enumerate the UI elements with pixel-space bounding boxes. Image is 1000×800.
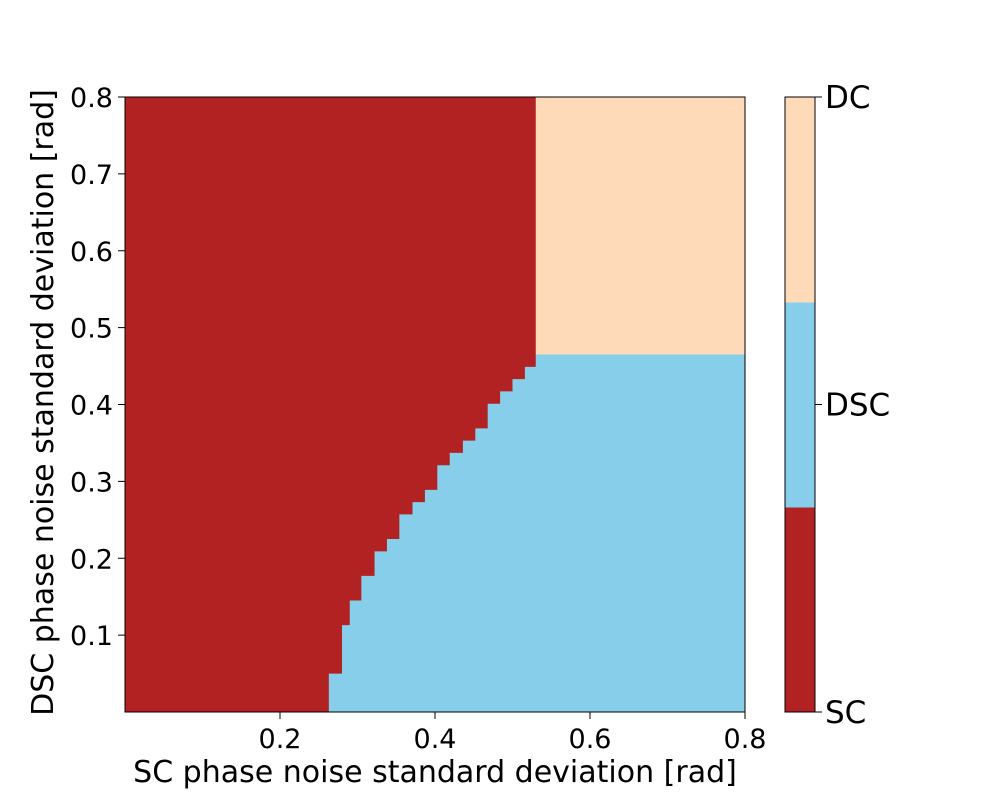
x-axis-label: SC phase noise standard deviation [rad] bbox=[133, 755, 737, 790]
region-dc bbox=[535, 97, 745, 356]
region-dsc bbox=[328, 354, 745, 712]
plot-regions bbox=[125, 97, 745, 712]
colorbar-segment-dsc bbox=[785, 302, 815, 508]
y-tick-label: 0.7 bbox=[70, 160, 113, 191]
colorbar: DC DSC SC bbox=[784, 80, 890, 731]
y-tick-label: 0.8 bbox=[70, 83, 113, 114]
colorbar-segment-sc bbox=[785, 507, 815, 713]
colorbar-label: DSC bbox=[825, 388, 890, 424]
y-tick-label: 0.2 bbox=[70, 544, 113, 575]
x-tick-label: 0.8 bbox=[724, 724, 767, 755]
colorbar-label: SC bbox=[825, 695, 866, 731]
colorbar-label: DC bbox=[825, 80, 871, 116]
y-tick-label: 0.1 bbox=[70, 621, 113, 652]
y-tick-label: 0.4 bbox=[70, 391, 113, 422]
x-tick-label: 0.6 bbox=[569, 724, 612, 755]
y-axis-label: DSC phase noise standard deviation [rad] bbox=[26, 89, 61, 716]
x-tick-label: 0.4 bbox=[414, 724, 457, 755]
x-axis-ticks: 0.2 0.4 0.6 0.8 bbox=[259, 712, 767, 755]
y-axis-ticks: 0.1 0.2 0.3 0.4 0.5 0.6 0.7 0.8 bbox=[70, 83, 125, 652]
y-tick-label: 0.6 bbox=[70, 237, 113, 268]
y-tick-label: 0.5 bbox=[70, 314, 113, 345]
y-tick-label: 0.3 bbox=[70, 467, 113, 498]
x-tick-label: 0.2 bbox=[259, 724, 302, 755]
colorbar-segment-dc bbox=[785, 97, 815, 303]
